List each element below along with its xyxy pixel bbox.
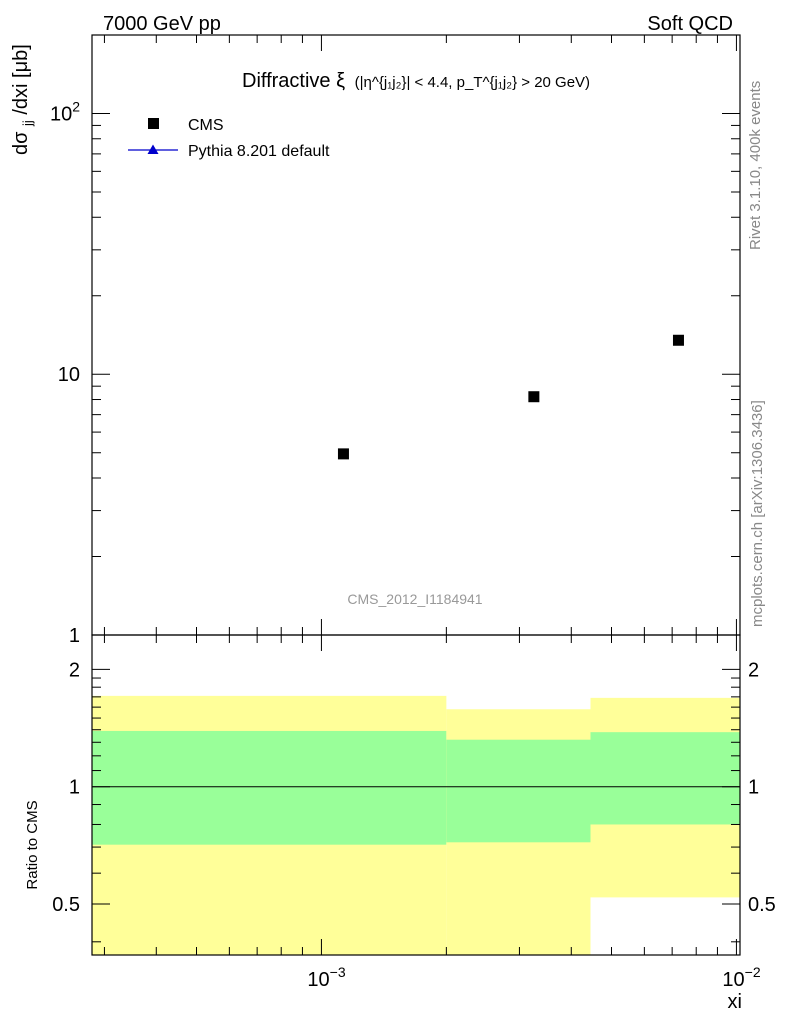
- xtick-label: 10−3: [307, 964, 345, 991]
- ratio-plot-frame: [91, 634, 741, 956]
- tick-labels: 1 10 102 0.5 0.5 1 1 2 2 10−3 10−2: [50, 98, 776, 991]
- cms-point-2: [672, 334, 684, 346]
- main-ylabel-d: dσ: [10, 131, 32, 155]
- xtick-label: 10−2: [722, 964, 760, 991]
- plot-title-main: Diffractive ξ: [242, 70, 345, 92]
- legend-pythia-marker: [147, 144, 159, 154]
- ratio-bands: [92, 695, 740, 955]
- legend: CMS Pythia 8.201 default: [128, 117, 330, 160]
- xaxis-label: xi: [728, 991, 742, 1013]
- cms-point-1: [528, 391, 540, 403]
- ratio-axis-ticks: [92, 635, 740, 955]
- main-ylabel-sub: jj: [20, 120, 35, 127]
- main-axis-ticks: [92, 34, 740, 636]
- legend-pythia-label: Pythia 8.201 default: [188, 143, 330, 160]
- ratio-ytick-label-left: 0.5: [52, 894, 80, 916]
- plot-title-detail: (|η^{j₁j₂}| < 4.4, p_T^{j₁j₂} > 20 GeV): [355, 74, 590, 91]
- ratio-ytick-label-left: 2: [69, 659, 80, 681]
- ratio-ylabel: Ratio to CMS: [24, 800, 41, 889]
- ratio-band-green-2: [590, 732, 740, 825]
- ratio-ytick-label-right: 1: [748, 777, 759, 799]
- analysis-label: CMS_2012_I1184941: [347, 591, 482, 607]
- plot-title: Diffractive ξ (|η^{j₁j₂}| < 4.4, p_T^{j₁…: [242, 70, 590, 92]
- ratio-ytick-label-left: 1: [69, 777, 80, 799]
- ratio-ytick-label-right: 2: [748, 659, 759, 681]
- rivet-label: Rivet 3.1.10, 400k events: [747, 81, 764, 250]
- header-right: Soft QCD: [647, 13, 733, 35]
- ratio-band-green-1: [446, 739, 591, 843]
- legend-cms-marker: [148, 118, 159, 129]
- cms-point-0: [337, 448, 349, 460]
- main-ytick-label: 1: [69, 625, 80, 647]
- mcplots-label: mcplots.cern.ch [arXiv:1306.3436]: [749, 400, 766, 627]
- main-ylabel-rest: /dxi [μb]: [10, 44, 32, 114]
- main-ylabel: dσ jj /dxi [μb]: [10, 44, 37, 155]
- main-ytick-label: 102: [50, 98, 80, 125]
- main-ytick-label: 10: [58, 364, 80, 386]
- legend-cms-label: CMS: [188, 117, 224, 134]
- ratio-ytick-label-right: 0.5: [748, 894, 776, 916]
- header-left: 7000 GeV pp: [103, 13, 221, 35]
- cms-data-points: [337, 334, 684, 460]
- ratio-band-green-0: [92, 730, 447, 845]
